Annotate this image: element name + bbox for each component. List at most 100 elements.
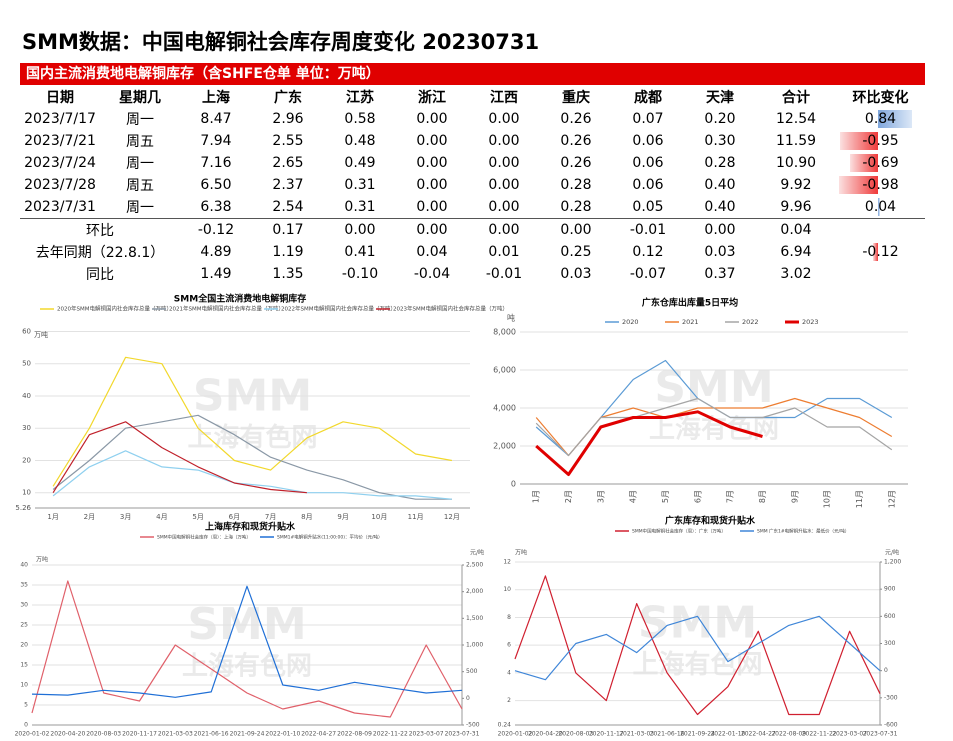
x-tick-label: 2021-09-24: [230, 731, 265, 738]
x-tick-label: 2023-07-31: [445, 731, 480, 738]
y-tick-label: 0.24: [498, 722, 512, 729]
y-tick-label: 6,000: [493, 366, 516, 375]
cell: 周一: [126, 112, 154, 128]
x-tick-label: 6月: [693, 490, 702, 503]
cell: 2.37: [272, 177, 304, 193]
cell: 2.54: [272, 199, 304, 215]
y-tick-label: 8: [507, 614, 511, 621]
summary-row: 同比 1.49 1.35 -0.10 -0.04 -0.01 0.03 -0.07 0.37 3.…: [20, 263, 925, 285]
legend-label: 2020: [622, 318, 639, 326]
y-tick-label: 30: [20, 602, 28, 609]
cell: 10.90: [775, 155, 817, 171]
x-tick-label: 2020-08-03: [86, 731, 121, 738]
series-line: [52, 450, 452, 500]
x-tick-label: 2022-01-10: [710, 731, 745, 738]
cell: 0.48: [344, 133, 376, 149]
series-line: [31, 585, 463, 698]
cell: 周一: [126, 200, 154, 216]
cell: 0.00: [488, 177, 520, 193]
cell: 0.04: [756, 218, 836, 241]
header-cell: 广东: [274, 90, 302, 106]
cell: 0.20: [704, 111, 736, 127]
x-tick-label: 2020-01-02: [15, 731, 50, 738]
data-row: 2023/7/24 周一 7.16 2.65 0.49 0.00 0.00 0.26 0.06 0…: [20, 152, 925, 174]
cell: 6.50: [200, 177, 232, 193]
change-value: -0.98: [862, 177, 899, 193]
y2-tick-label: 2,500: [466, 562, 483, 569]
cell: 2.55: [272, 133, 304, 149]
header-cell: 天津: [706, 90, 734, 106]
series-line: [52, 421, 307, 494]
cell: 0.00: [488, 111, 520, 127]
change-value: 0.84: [864, 111, 897, 127]
x-tick-label: 4月: [629, 490, 638, 503]
header-cell: 上海: [202, 90, 230, 106]
cell: -0.01: [485, 266, 523, 282]
y-tick-label: 25: [20, 622, 28, 629]
x-tick-label: 8月: [758, 490, 767, 503]
change-value: 0.04: [864, 199, 897, 215]
x-tick-label: 7月: [726, 490, 735, 503]
cell: 0.04: [836, 196, 925, 219]
y-tick-label: 4,000: [493, 404, 516, 413]
cell: 去年同期（22.8.1）: [35, 245, 165, 261]
cell: 2023/7/31: [24, 199, 96, 215]
legend-label: SMM1#电解铜升贴水(11:00:00)：平均价（元/吨）: [277, 534, 383, 541]
cell: 0.26: [560, 133, 592, 149]
cell: 周五: [126, 178, 154, 194]
header-cell: 合计: [782, 90, 810, 106]
header-cell: 江西: [490, 90, 518, 106]
y-tick-label: 12: [503, 559, 511, 566]
cell: 7.16: [200, 155, 232, 171]
x-tick-label: 1月: [47, 513, 58, 521]
x-tick-label: 1月: [532, 490, 541, 503]
y-tick-label: 20: [20, 642, 28, 649]
legend-label: 2022: [742, 318, 759, 326]
x-tick-label: 2021-06-16: [650, 731, 685, 738]
cell: 0.28: [560, 177, 592, 193]
data-row: 2023/7/17 周一 8.47 2.96 0.58 0.00 0.00 0.26 0.07 0…: [20, 108, 925, 130]
watermark-text: 上海有色网: [632, 649, 762, 680]
x-tick-label: 2021-06-16: [194, 731, 229, 738]
change-bar: [878, 198, 880, 216]
x-tick-label: 2021-03-03: [158, 731, 193, 738]
y-axis-label: 万吨: [34, 330, 48, 339]
cell: 0.00: [540, 218, 612, 241]
change-value: -0.12: [862, 244, 899, 260]
y-tick-label: 35: [20, 582, 28, 589]
chart-title: 上海库存和现货升贴水: [205, 521, 296, 533]
y-tick-label: 2,000: [493, 442, 516, 451]
series-line: [535, 410, 763, 476]
y-tick-label: 40: [22, 392, 31, 400]
x-tick-label: 5月: [192, 513, 203, 521]
cell: 0.28: [560, 199, 592, 215]
header-cell: 星期几: [119, 90, 161, 106]
x-tick-label: 8月: [301, 513, 312, 521]
cell: 2.96: [272, 111, 304, 127]
legend-label: 2023年SMM电解铜国内社会库存总量（万吨）: [393, 305, 508, 313]
y2-tick-label: 900: [884, 586, 896, 593]
y-tick-label: 2: [507, 697, 511, 704]
x-tick-label: 10月: [823, 490, 832, 508]
y-tick-label: 6: [507, 642, 511, 649]
x-tick-label: 10月: [371, 513, 387, 521]
cell: 0.37: [704, 266, 736, 282]
page-title: SMM数据：中国电解铜社会库存周度变化 20230731: [22, 30, 540, 54]
x-tick-label: 2月: [84, 513, 95, 521]
cell: 9.92: [780, 177, 812, 193]
x-tick-label: 2020-11-17: [589, 731, 624, 738]
cell: 7.94: [200, 133, 232, 149]
cell: 周一: [126, 156, 154, 172]
chart-title: 广东仓库出库量5日平均: [642, 297, 738, 309]
y-tick-label: 4: [507, 669, 511, 676]
y2-tick-label: 1,000: [466, 642, 483, 649]
y2-tick-label: 0: [884, 667, 888, 674]
y-tick-label: 20: [22, 456, 31, 464]
legend-label: SMM 广东1#电解铜升贴水：最低价（元/吨）: [757, 528, 849, 535]
change-value: -0.95: [862, 133, 899, 149]
y2-tick-label: -600: [884, 722, 898, 729]
